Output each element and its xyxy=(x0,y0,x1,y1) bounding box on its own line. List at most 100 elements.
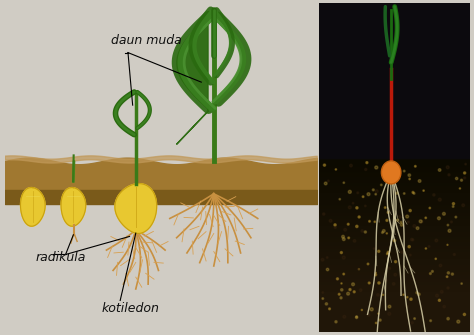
Point xyxy=(353,205,361,210)
Point xyxy=(365,280,373,286)
Point xyxy=(358,307,365,313)
Point xyxy=(458,178,465,183)
Point xyxy=(364,261,372,267)
Point xyxy=(357,287,365,293)
Point xyxy=(326,306,333,312)
Point xyxy=(372,270,380,275)
Point xyxy=(452,214,460,220)
Point xyxy=(347,163,355,168)
Point xyxy=(445,172,453,178)
Polygon shape xyxy=(73,161,74,182)
Point xyxy=(374,311,382,316)
Point xyxy=(425,244,433,249)
Point xyxy=(384,250,392,255)
Point xyxy=(353,224,361,229)
Point xyxy=(440,304,448,309)
Point xyxy=(461,170,468,176)
Point xyxy=(356,214,363,220)
Point xyxy=(413,290,421,295)
Point xyxy=(443,274,451,279)
Point xyxy=(461,175,468,181)
Point xyxy=(411,316,419,321)
Point xyxy=(432,256,439,262)
Point xyxy=(455,319,462,324)
Point xyxy=(406,208,414,213)
Point xyxy=(440,211,448,216)
Point xyxy=(444,242,451,248)
Point xyxy=(420,188,428,193)
Point xyxy=(383,251,391,257)
Point xyxy=(341,227,349,232)
Point xyxy=(410,191,418,196)
Point xyxy=(362,167,370,172)
Point xyxy=(354,190,362,195)
Point xyxy=(403,304,411,309)
Point xyxy=(415,292,423,297)
Point xyxy=(444,222,452,228)
Point xyxy=(340,271,347,277)
Point xyxy=(373,320,380,326)
Point xyxy=(349,200,357,206)
Point xyxy=(444,316,452,321)
Point xyxy=(383,231,391,236)
Polygon shape xyxy=(115,184,156,233)
Point xyxy=(392,185,400,190)
Point xyxy=(346,189,354,195)
Point xyxy=(363,160,371,165)
Point xyxy=(408,237,416,242)
Text: daun muda: daun muda xyxy=(111,35,182,47)
Point xyxy=(446,228,453,233)
Point xyxy=(404,219,412,225)
Point xyxy=(345,221,352,227)
Point xyxy=(331,225,339,230)
Point xyxy=(392,166,400,172)
Point xyxy=(323,255,331,260)
Point xyxy=(436,197,444,202)
Point xyxy=(394,217,401,223)
Point xyxy=(384,210,392,215)
Point xyxy=(398,250,406,255)
Point xyxy=(336,197,344,202)
Polygon shape xyxy=(61,188,86,226)
Point xyxy=(344,291,352,296)
Point xyxy=(350,289,358,294)
Point xyxy=(430,192,438,198)
Point xyxy=(427,271,434,276)
Point xyxy=(365,192,372,197)
Point xyxy=(437,263,444,268)
Point xyxy=(453,176,460,181)
Point xyxy=(340,237,347,242)
Point xyxy=(376,318,384,323)
Point xyxy=(351,238,358,244)
Point xyxy=(349,282,357,287)
Point xyxy=(359,194,367,199)
Point xyxy=(355,267,363,272)
Point xyxy=(383,278,390,283)
Point xyxy=(368,307,375,312)
Point xyxy=(321,162,328,168)
Point xyxy=(444,164,452,170)
Point xyxy=(422,215,429,220)
Point xyxy=(410,223,418,229)
Point xyxy=(372,192,380,197)
Point xyxy=(319,290,327,295)
Point xyxy=(319,257,327,262)
Point xyxy=(448,271,456,277)
Point xyxy=(372,272,379,277)
Point xyxy=(337,281,345,286)
Point xyxy=(422,246,430,251)
Point xyxy=(320,211,328,217)
Point xyxy=(324,267,331,272)
Point xyxy=(414,225,421,231)
Point xyxy=(462,161,469,167)
Point xyxy=(397,219,405,225)
Point xyxy=(450,252,458,257)
Text: radikula: radikula xyxy=(36,251,86,264)
Point xyxy=(456,186,464,191)
Point xyxy=(401,191,408,196)
Point xyxy=(438,289,446,294)
Point xyxy=(377,182,385,188)
Point xyxy=(373,165,380,170)
Point xyxy=(383,218,391,223)
Point xyxy=(459,203,467,208)
